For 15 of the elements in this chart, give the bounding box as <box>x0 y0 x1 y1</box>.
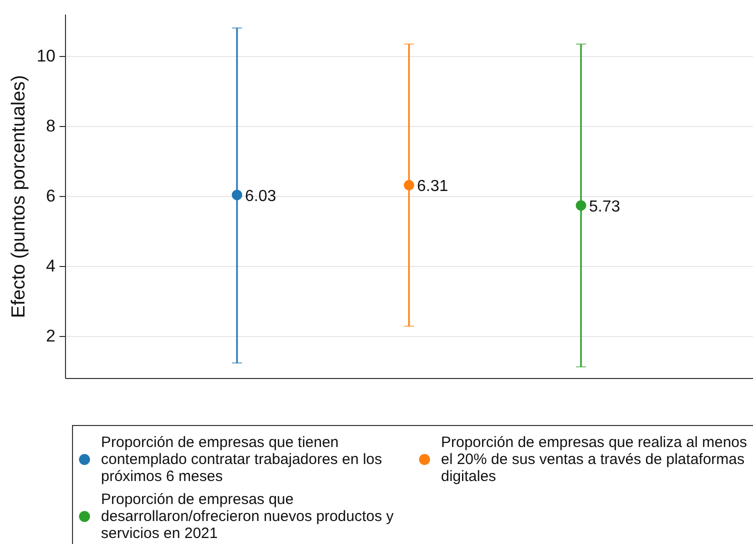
y-axis-title: Efecto (puntos porcentuales) <box>8 75 30 318</box>
legend-label: Proporción de empresas que tienen contemplado contratar trabajadores en los próximos 6 meses <box>101 434 384 485</box>
legend-label: Proporción de empresas que desarrollaron/ofrecieron nuevos productos y servicios en 2021 <box>101 491 395 542</box>
y-tick-label: 4 <box>46 256 56 276</box>
y-tick-label: 6 <box>46 186 56 206</box>
point <box>404 180 414 190</box>
data-label: 5.73 <box>589 198 620 216</box>
y-tick-label: 2 <box>46 326 56 346</box>
y-tick-label: 10 <box>36 46 56 66</box>
point <box>576 200 586 211</box>
point <box>232 190 242 200</box>
y-tick-label: 8 <box>46 116 56 136</box>
data-label: 6.31 <box>417 178 448 196</box>
legend-label: Proporción de empresas que realiza al menos el 20% de sus ventas a través de plataformas digitales <box>441 434 748 485</box>
data-label: 6.03 <box>245 188 276 205</box>
